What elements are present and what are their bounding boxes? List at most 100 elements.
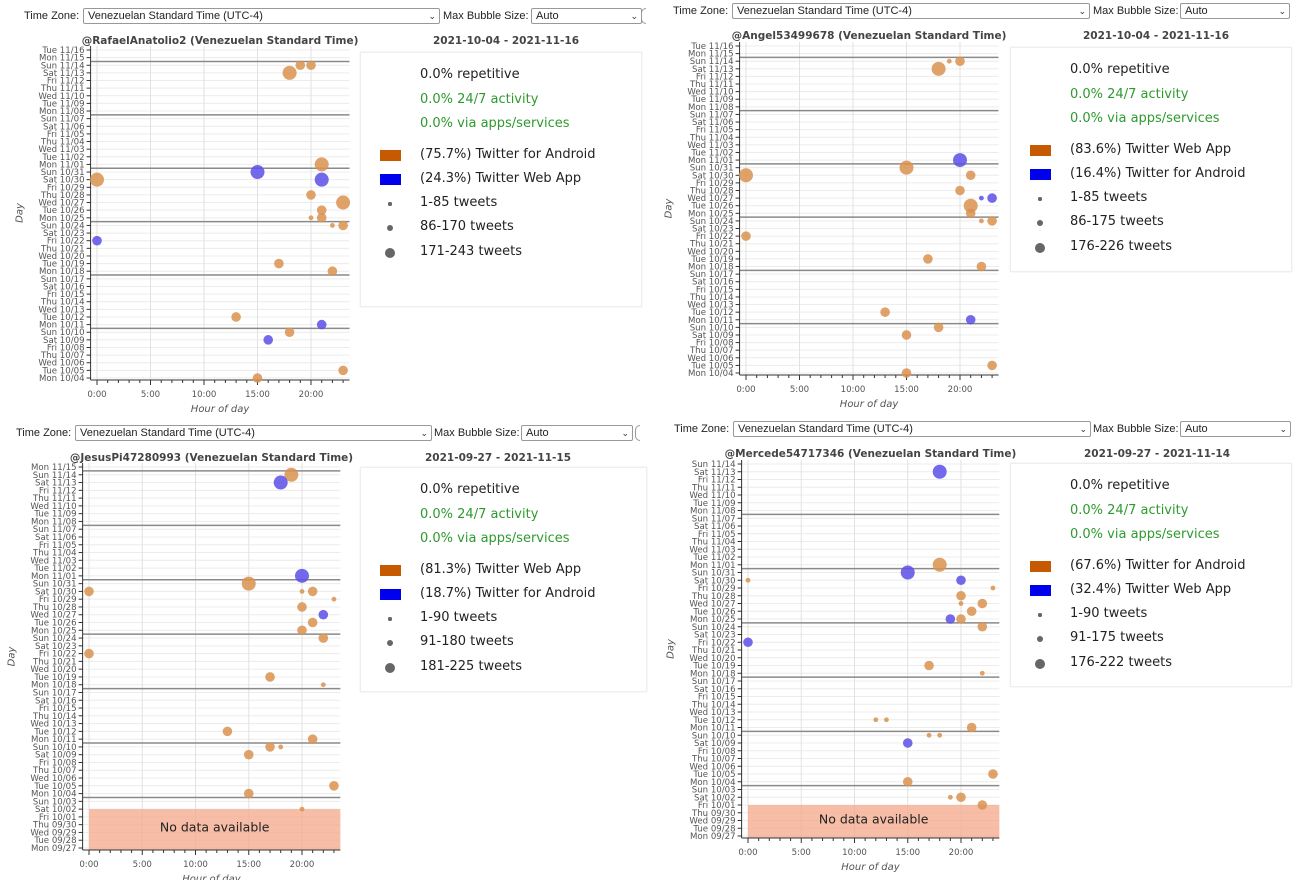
bubble-source-1[interactable]	[295, 60, 306, 71]
bubble-source-1[interactable]	[947, 794, 953, 800]
bubble-source-2[interactable]	[250, 165, 265, 180]
bubble-source-1[interactable]	[987, 360, 997, 371]
bubble-source-1[interactable]	[965, 208, 976, 219]
bubble-source-2[interactable]	[987, 193, 997, 203]
bubble-source-1[interactable]	[297, 625, 307, 636]
bubble-source-1[interactable]	[745, 577, 751, 583]
timezone-select[interactable]: Venezuelan Standard Time (UTC-4) ⌄	[733, 421, 1091, 437]
bubble-source-1[interactable]	[329, 780, 339, 791]
bubble-source-1[interactable]	[265, 672, 275, 682]
bubble-source-1[interactable]	[976, 261, 987, 272]
bubble-source-1[interactable]	[977, 800, 988, 810]
bubble-source-1[interactable]	[84, 648, 94, 659]
cut-off-control[interactable]	[635, 425, 640, 441]
bubble-source-1[interactable]	[241, 576, 256, 591]
bubble-source-2[interactable]	[316, 319, 327, 330]
bubble-source-1[interactable]	[977, 598, 988, 609]
bubble-source-2[interactable]	[945, 614, 956, 624]
bubble-source-1[interactable]	[884, 717, 889, 723]
bubble-source-1[interactable]	[937, 732, 943, 738]
max-bubble-size-select[interactable]: Auto ⌄	[531, 8, 642, 24]
bubble-source-1[interactable]	[955, 56, 965, 67]
bubble-source-1[interactable]	[282, 65, 297, 80]
bubble-source-1[interactable]	[923, 254, 933, 264]
timezone-select[interactable]: Venezuelan Standard Time (UTC-4) ⌄	[75, 425, 432, 441]
bubble-source-1[interactable]	[265, 742, 275, 752]
bubble-source-1[interactable]	[274, 258, 284, 269]
bubble-source-1[interactable]	[252, 373, 263, 383]
bubble-source-1[interactable]	[284, 467, 299, 482]
bubble-source-2[interactable]	[956, 575, 966, 586]
bubble-source-1[interactable]	[924, 660, 934, 671]
bubble-source-1[interactable]	[956, 792, 966, 803]
bubble-source-1[interactable]	[318, 633, 329, 643]
bubble-source-2[interactable]	[979, 195, 984, 201]
bubble-source-1[interactable]	[278, 744, 284, 750]
max-bubble-size-select[interactable]: Auto ⌄	[521, 425, 633, 441]
bubble-source-1[interactable]	[222, 726, 233, 737]
cut-off-control[interactable]	[641, 8, 646, 24]
bubble-source-1[interactable]	[901, 368, 912, 378]
bubble-source-1[interactable]	[338, 220, 348, 231]
bubble-source-2[interactable]	[932, 464, 947, 479]
bubble-source-1[interactable]	[739, 168, 753, 183]
bubble-source-2[interactable]	[902, 738, 913, 748]
bubble-source-1[interactable]	[331, 596, 337, 602]
bubble-source-1[interactable]	[307, 617, 318, 628]
bubble-source-1[interactable]	[965, 170, 976, 181]
bubble-source-1[interactable]	[297, 602, 307, 612]
bubble-source-1[interactable]	[932, 557, 947, 572]
bubble-source-1[interactable]	[299, 806, 305, 812]
bubble-source-1[interactable]	[327, 266, 338, 277]
bubble-source-2[interactable]	[965, 314, 976, 325]
bubble-source-1[interactable]	[902, 776, 913, 787]
bubble-source-1[interactable]	[966, 606, 977, 617]
bubble-source-1[interactable]	[966, 722, 977, 733]
bubble-source-1[interactable]	[306, 190, 316, 200]
bubble-source-1[interactable]	[338, 365, 348, 376]
bubble-source-2[interactable]	[900, 565, 915, 580]
bubble-source-1[interactable]	[987, 216, 997, 226]
bubble-source-1[interactable]	[946, 58, 952, 64]
bubble-source-1[interactable]	[84, 586, 94, 597]
bubble-source-1[interactable]	[306, 60, 316, 71]
bubble-source-1[interactable]	[899, 160, 914, 175]
bubble-source-1[interactable]	[933, 322, 944, 333]
bubble-source-2[interactable]	[92, 235, 102, 246]
bubble-source-1[interactable]	[299, 589, 305, 594]
bubble-source-1[interactable]	[741, 231, 751, 241]
bubble-source-1[interactable]	[873, 717, 879, 723]
bubble-source-2[interactable]	[743, 637, 753, 648]
bubble-source-2[interactable]	[263, 335, 274, 345]
bubble-source-1[interactable]	[956, 614, 966, 624]
bubble-source-1[interactable]	[243, 788, 254, 799]
bubble-source-1[interactable]	[963, 198, 978, 213]
bubble-source-1[interactable]	[979, 670, 985, 676]
bubble-source-1[interactable]	[931, 61, 946, 76]
bubble-source-1[interactable]	[955, 185, 965, 196]
bubble-source-1[interactable]	[307, 734, 318, 744]
bubble-source-1[interactable]	[308, 215, 314, 221]
bubble-source-1[interactable]	[314, 157, 329, 172]
bubble-source-1[interactable]	[330, 223, 335, 228]
bubble-source-1[interactable]	[901, 330, 912, 340]
bubble-source-1[interactable]	[880, 307, 890, 317]
bubble-source-1[interactable]	[977, 621, 988, 632]
bubble-source-2[interactable]	[273, 475, 288, 490]
bubble-source-1[interactable]	[316, 213, 327, 223]
bubble-source-1[interactable]	[231, 312, 241, 322]
bubble-source-1[interactable]	[958, 601, 964, 606]
timezone-select[interactable]: Venezuelan Standard Time (UTC-4) ⌄	[83, 8, 440, 24]
bubble-source-2[interactable]	[953, 153, 967, 168]
max-bubble-size-select[interactable]: Auto ⌄	[1180, 3, 1290, 19]
bubble-source-1[interactable]	[336, 195, 351, 210]
bubble-source-1[interactable]	[988, 769, 998, 779]
bubble-source-1[interactable]	[956, 590, 966, 601]
bubble-source-1[interactable]	[320, 682, 326, 688]
max-bubble-size-select[interactable]: Auto ⌄	[1180, 421, 1291, 437]
bubble-source-1[interactable]	[979, 218, 984, 224]
bubble-source-1[interactable]	[316, 205, 327, 215]
bubble-source-1[interactable]	[307, 586, 318, 597]
bubble-source-2[interactable]	[318, 609, 329, 620]
bubble-source-2[interactable]	[295, 568, 309, 583]
